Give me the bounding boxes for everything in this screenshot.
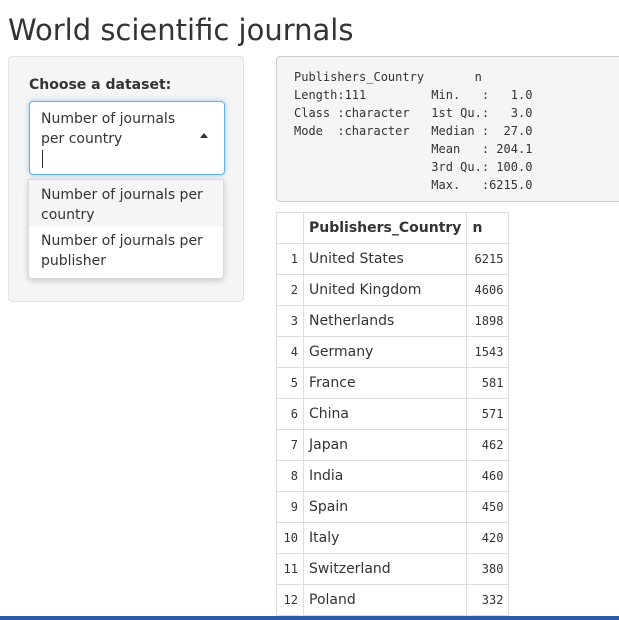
header-index — [276, 212, 304, 244]
count-cell: 462 — [466, 429, 510, 461]
table-header-row: Publishers_Country n — [276, 212, 510, 244]
row-index: 10 — [276, 522, 304, 554]
table-row: 12 Poland 332 — [276, 584, 510, 616]
count-cell: 332 — [466, 584, 510, 616]
country-table: Publishers_Country n 1 United States 6215 2… — [276, 212, 510, 616]
count-cell: 1898 — [466, 305, 510, 337]
country-cell: Germany — [302, 336, 468, 368]
country-cell: China — [302, 398, 468, 430]
row-index: 7 — [276, 429, 304, 461]
count-cell: 4606 — [466, 274, 510, 306]
text-cursor — [42, 150, 43, 168]
table-row: 8 India 460 — [276, 460, 510, 492]
count-cell: 6215 — [466, 243, 510, 275]
row-index: 12 — [276, 584, 304, 616]
country-cell: Netherlands — [302, 305, 468, 337]
dataset-select-value: Number of journals per country — [41, 111, 176, 147]
row-index: 6 — [276, 398, 304, 430]
country-cell: Spain — [302, 491, 468, 523]
country-cell: Japan — [302, 429, 468, 461]
summary-line: 3rd Qu.: 100.0 — [294, 160, 533, 174]
count-cell: 450 — [466, 491, 510, 523]
table-row: 4 Germany 1543 — [276, 336, 510, 368]
row-index: 2 — [276, 274, 304, 306]
count-cell: 571 — [466, 398, 510, 430]
summary-text: Publishers_Country n Length:111 Min. : 1… — [294, 68, 532, 194]
row-index: 5 — [276, 367, 304, 399]
row-index: 8 — [276, 460, 304, 492]
table-row: 11 Switzerland 380 — [276, 553, 510, 585]
row-index: 3 — [276, 305, 304, 337]
bottom-bar — [0, 616, 619, 620]
table-row: 1 United States 6215 — [276, 243, 510, 275]
row-index: 9 — [276, 491, 304, 523]
country-cell: Italy — [302, 522, 468, 554]
row-index: 1 — [276, 243, 304, 275]
summary-line: Length:111 Min. : 1.0 — [294, 88, 533, 102]
country-cell: Poland — [302, 584, 468, 616]
page-title: World scientific journals — [8, 13, 354, 47]
country-cell: United Kingdom — [302, 274, 468, 306]
table-row: 5 France 581 — [276, 367, 510, 399]
dropdown-option-country[interactable]: Number of journals per country — [29, 180, 223, 226]
count-cell: 420 — [466, 522, 510, 554]
table-row: 6 China 571 — [276, 398, 510, 430]
count-cell: 460 — [466, 460, 510, 492]
summary-line: Publishers_Country n — [294, 70, 482, 84]
row-index: 4 — [276, 336, 304, 368]
table-row: 7 Japan 462 — [276, 429, 510, 461]
table-row: 9 Spain 450 — [276, 491, 510, 523]
table-row: 10 Italy 420 — [276, 522, 510, 554]
summary-line: Mode :character Median : 27.0 — [294, 124, 533, 138]
row-index: 11 — [276, 553, 304, 585]
table-row: 2 United Kingdom 4606 — [276, 274, 510, 306]
summary-line: Max. :6215.0 — [294, 178, 533, 192]
country-cell: Switzerland — [302, 553, 468, 585]
count-cell: 380 — [466, 553, 510, 585]
summary-line: Mean : 204.1 — [294, 142, 533, 156]
dataset-select[interactable]: Number of journals per country — [29, 101, 225, 175]
dropdown-option-publisher[interactable]: Number of journals per publisher — [41, 233, 203, 269]
summary-line: Class :character 1st Qu.: 3.0 — [294, 106, 533, 120]
caret-up-icon[interactable] — [200, 133, 208, 138]
count-cell: 1543 — [466, 336, 510, 368]
country-cell: India — [302, 460, 468, 492]
dataset-label: Choose a dataset: — [29, 77, 172, 93]
dataset-dropdown: Number of journals per country Number of… — [28, 179, 224, 279]
country-cell: United States — [302, 243, 468, 275]
header-n: n — [466, 212, 510, 244]
table-body: 1 United States 6215 2 United Kingdom 4606 3 Ne… — [276, 243, 510, 616]
table-row: 3 Netherlands 1898 — [276, 305, 510, 337]
header-country: Publishers_Country — [302, 212, 468, 244]
country-cell: France — [302, 367, 468, 399]
summary-output: Publishers_Country n Length:111 Min. : 1… — [276, 56, 619, 202]
count-cell: 581 — [466, 367, 510, 399]
